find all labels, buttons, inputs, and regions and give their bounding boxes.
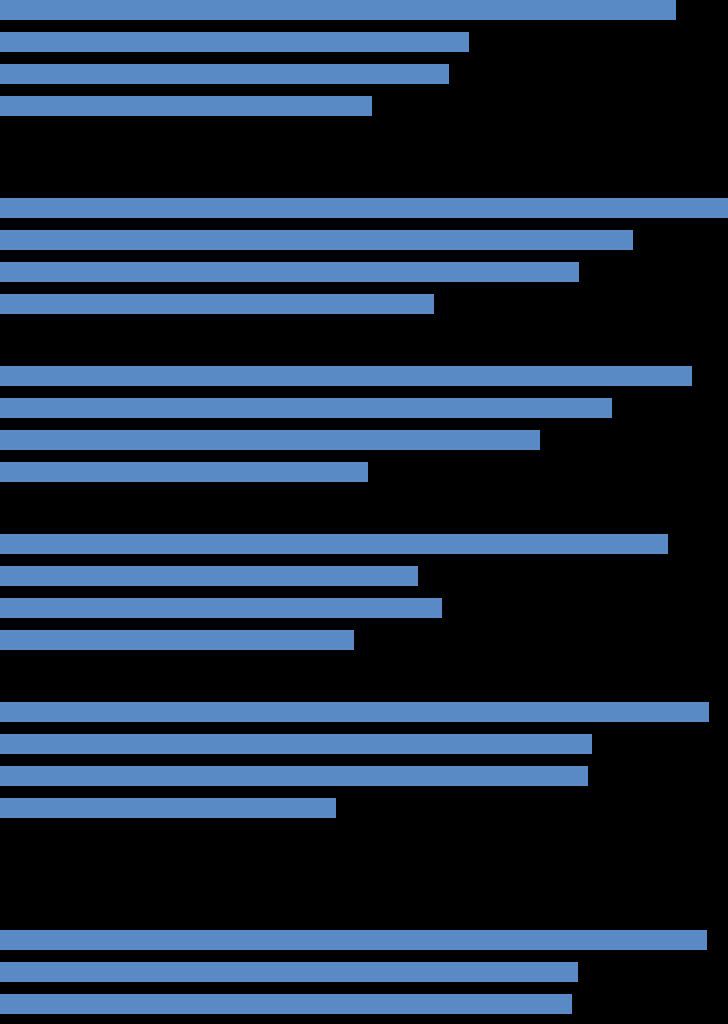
bar: [0, 994, 572, 1014]
bar: [0, 96, 372, 116]
bar: [0, 64, 449, 84]
bar: [0, 366, 692, 386]
bar: [0, 766, 588, 786]
bar: [0, 930, 707, 950]
bar: [0, 630, 354, 650]
bar: [0, 294, 434, 314]
bar-chart: [0, 0, 728, 1024]
bar: [0, 430, 540, 450]
bar: [0, 198, 728, 218]
bar: [0, 32, 469, 52]
bar: [0, 734, 592, 754]
bar: [0, 462, 368, 482]
bar: [0, 598, 442, 618]
bar: [0, 398, 612, 418]
bar: [0, 262, 579, 282]
bar: [0, 230, 633, 250]
bar: [0, 702, 709, 722]
bar: [0, 566, 418, 586]
bar: [0, 534, 668, 554]
bar: [0, 0, 676, 20]
bar: [0, 798, 336, 818]
bar: [0, 962, 578, 982]
